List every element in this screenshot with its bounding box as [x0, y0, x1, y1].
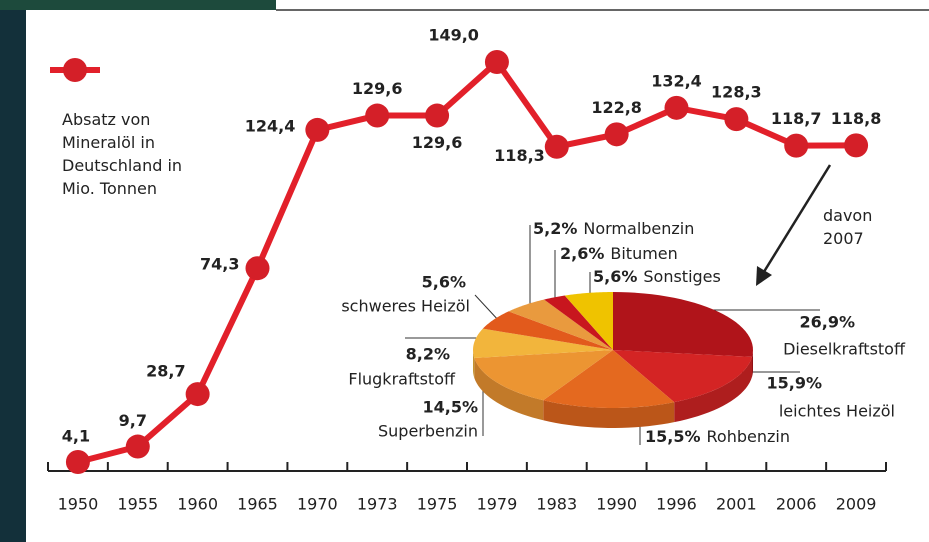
pie-value-label: 5,2% [533, 219, 577, 238]
point [305, 118, 329, 142]
point [545, 135, 569, 159]
pie-value-label: 2,6% [560, 244, 604, 263]
pie-value-label: 15,5% [645, 427, 701, 446]
pie-label: 5,2% Normalbenzin [533, 219, 694, 238]
point [246, 256, 270, 280]
x-tick-label: 2009 [836, 495, 877, 514]
value-label: 149,0 [428, 26, 479, 45]
pie-category-label: Superbenzin [378, 422, 478, 441]
value-label: 132,4 [651, 71, 702, 90]
pie-category-label: schweres Heizöl [341, 297, 470, 316]
pie-label: 15,5% Rohbenzin [645, 427, 790, 446]
point [605, 122, 629, 146]
x-tick-label: 2006 [776, 495, 817, 514]
photo-edge [0, 0, 26, 542]
value-label: 128,3 [711, 83, 762, 102]
pie-value-label: 14,5% [422, 398, 478, 417]
value-label: 118,7 [771, 109, 822, 128]
pie-category-label: leichtes Heizöl [779, 402, 895, 421]
point [365, 104, 389, 128]
x-tick-label: 1973 [357, 495, 398, 514]
x-tick-label: 1950 [58, 495, 99, 514]
value-label: 124,4 [245, 116, 296, 135]
legend-label: Absatz von Mineralöl in Deutschland in M… [62, 108, 212, 200]
x-tick-label: 2001 [716, 495, 757, 514]
x-tick-label: 1979 [477, 495, 518, 514]
point [485, 50, 509, 74]
value-label: 28,7 [146, 362, 185, 381]
pie-value-label: 26,9% [799, 313, 855, 332]
x-tick-label: 1983 [536, 495, 577, 514]
pie-category-label: Bitumen [610, 244, 677, 263]
point [784, 134, 808, 158]
page: 1950 1955 1960 1965 1970 1973 1975 1979 1983 1990… [0, 0, 929, 542]
value-label: 129,6 [352, 79, 403, 98]
photo-edge [0, 0, 276, 10]
value-label: 118,8 [831, 109, 882, 128]
chart: 1950 1955 1960 1965 1970 1973 1975 1979 1983 1990… [0, 0, 929, 542]
x-tick-label: 1970 [297, 495, 338, 514]
x-tick-label: 1990 [596, 495, 637, 514]
pie-category-label: Rohbenzin [707, 427, 790, 446]
value-label: 9,7 [119, 411, 147, 430]
point [665, 96, 689, 120]
x-tick-label: 1996 [656, 495, 697, 514]
pie-value-label: 5,6% [422, 273, 466, 292]
pie-slice [613, 292, 753, 357]
point [126, 435, 150, 459]
point [724, 107, 748, 131]
pie-label: 2,6% Bitumen [560, 244, 678, 263]
value-label: 122,8 [591, 98, 642, 117]
point [186, 382, 210, 406]
value-label: 74,3 [200, 255, 239, 274]
pie-value-label: 15,9% [766, 374, 822, 393]
pie-value-label: 8,2% [406, 345, 450, 364]
pie-category-label: Dieselkraftstoff [783, 340, 906, 359]
pie-category-label: Flugkraftstoff [348, 370, 456, 389]
pie-label: 5,6% Sonstiges [593, 267, 721, 286]
legend-marker [63, 58, 87, 82]
point [844, 133, 868, 157]
value-label: 118,3 [494, 146, 545, 165]
arrow [762, 165, 830, 275]
x-tick-label: 1965 [237, 495, 278, 514]
x-tick-label: 1955 [117, 495, 158, 514]
pie-category-label: Sonstiges [643, 267, 720, 286]
x-tick-label: 1960 [177, 495, 218, 514]
annotation: davon 2007 [823, 204, 883, 250]
pie-value-label: 5,6% [593, 267, 637, 286]
point [66, 450, 90, 474]
pie-category-label: Normalbenzin [583, 219, 694, 238]
value-label: 4,1 [62, 427, 90, 446]
point [425, 104, 449, 128]
arrow-head [756, 266, 772, 286]
x-tick-label: 1975 [417, 495, 458, 514]
value-label: 129,6 [412, 133, 463, 152]
